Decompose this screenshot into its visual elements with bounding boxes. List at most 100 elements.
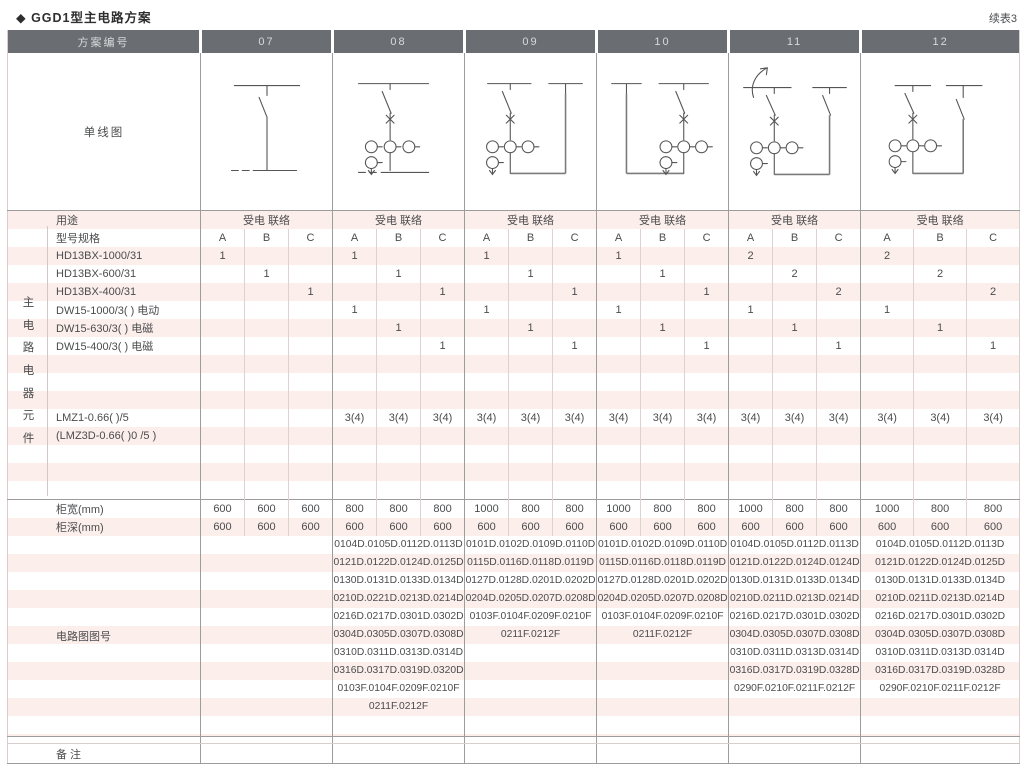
- drawing-number-line: 0104D.0105D.0112D.0113D: [730, 539, 859, 550]
- component-quantity: 1: [376, 265, 421, 283]
- component-quantity: [376, 355, 421, 373]
- drawing-number-line: 0127D.0128D.0201D.0202D: [465, 575, 596, 586]
- component-quantity: [332, 319, 377, 337]
- remarks-cell-10: [596, 743, 729, 764]
- dimension-value: 600: [640, 518, 685, 536]
- component-quantity: [287, 319, 333, 337]
- dimension-label: 柜深(mm): [56, 522, 104, 534]
- component-quantity: [860, 319, 914, 337]
- single-line-diagram-07: [230, 85, 301, 172]
- component-quantity: 1: [200, 247, 245, 265]
- component-quantity: [640, 301, 685, 319]
- component-quantity: 1: [508, 319, 553, 337]
- component-quantity: [913, 355, 967, 373]
- dimension-value: 800: [376, 499, 421, 518]
- scheme-number-10: 10: [595, 30, 729, 53]
- component-quantity: [552, 427, 597, 445]
- component-quantity: [420, 373, 465, 391]
- component-quantity: [420, 427, 465, 445]
- component-row: HD13BX-400/31 1 1 1 1 2 2: [7, 283, 1020, 301]
- dimension-value: 800: [420, 499, 465, 518]
- component-label: [8, 463, 201, 481]
- component-quantity: [464, 337, 509, 355]
- component-quantity: [420, 247, 465, 265]
- component-quantity: [596, 445, 641, 463]
- component-quantity: [332, 463, 377, 481]
- subcolumn-header: C: [287, 229, 333, 247]
- component-quantity: [966, 427, 1020, 445]
- component-quantity: [552, 319, 597, 337]
- component-quantity: 1: [244, 265, 289, 283]
- component-quantity: [508, 463, 553, 481]
- component-quantity: [816, 301, 861, 319]
- component-quantity: [860, 391, 914, 409]
- component-row: [7, 355, 1020, 373]
- component-quantity: [244, 373, 289, 391]
- component-quantity: [376, 445, 421, 463]
- dimension-value: 1000: [596, 499, 641, 518]
- drawing-number-line: 0316D.0317D.0319D.0328D: [729, 665, 860, 676]
- component-quantity: [244, 427, 289, 445]
- drawing-number-line: 0204D.0205D.0207D.0208D: [597, 593, 728, 604]
- drawing-numbers-scheme-09: 0101D.0102D.0109D.0110D 0115D.0116D.0118D…: [464, 536, 597, 737]
- component-label: [8, 391, 201, 409]
- component-quantity: [200, 319, 245, 337]
- component-quantity: 1: [420, 283, 465, 301]
- component-quantity: [287, 301, 333, 319]
- component-quantity: [816, 463, 861, 481]
- component-quantity: [640, 463, 685, 481]
- component-quantity: [684, 265, 729, 283]
- usage-label: 用途: [56, 215, 78, 227]
- component-quantity: [508, 373, 553, 391]
- component-quantity: [376, 463, 421, 481]
- component-quantity: [200, 481, 245, 500]
- component-quantity: 1: [332, 301, 377, 319]
- component-quantity: [332, 265, 377, 283]
- component-quantity: [508, 445, 553, 463]
- component-quantity: [860, 283, 914, 301]
- subcolumn-header: C: [966, 229, 1020, 247]
- component-quantity: [728, 445, 773, 463]
- component-quantity: 3(4): [552, 409, 597, 427]
- dimension-label: 柜宽(mm): [7, 499, 201, 518]
- component-quantity: [376, 373, 421, 391]
- component-quantity: 1: [287, 283, 333, 301]
- component-quantity: [420, 445, 465, 463]
- component-quantity: 1: [684, 283, 729, 301]
- usage-row: 用途 受电 联络 受电 联络 受电 联络 受电 联络 受电 联络 受电 联络: [7, 210, 1020, 229]
- dimension-value: 600: [860, 518, 914, 536]
- dimension-value: 600: [420, 518, 465, 536]
- subcolumn-header: A: [464, 229, 509, 247]
- component-label: (LMZ3D-0.66( )0 /5 ): [56, 430, 157, 442]
- subcolumn-header: B: [508, 229, 553, 247]
- component-quantity: [332, 427, 377, 445]
- usage-value-12: 受电 联络: [860, 210, 1020, 229]
- component-quantity: [552, 481, 597, 500]
- component-quantity: 1: [332, 247, 377, 265]
- dimension-value: 600: [244, 518, 289, 536]
- drawing-number-line: 0130D.0131D.0133D.0134D: [875, 575, 1006, 586]
- dimension-value: 800: [684, 499, 729, 518]
- usage-value-09: 受电 联络: [464, 210, 597, 229]
- dimension-row: 柜宽(mm) 600 600 600 800 800 800 1000 800 800 1000 80…: [7, 499, 1020, 518]
- scheme-number-08: 08: [331, 30, 465, 53]
- dimension-value: 600: [913, 518, 967, 536]
- component-quantity: [287, 445, 333, 463]
- component-quantity: 3(4): [860, 409, 914, 427]
- component-quantity: [728, 265, 773, 283]
- component-quantity: [287, 247, 333, 265]
- component-quantity: [552, 265, 597, 283]
- component-quantity: [684, 319, 729, 337]
- dimension-value: 800: [816, 499, 861, 518]
- component-quantity: [287, 409, 333, 427]
- dimension-value: 800: [772, 499, 817, 518]
- component-quantity: [860, 427, 914, 445]
- single-line-diagram-12: [888, 85, 983, 175]
- component-quantity: [913, 283, 967, 301]
- component-quantity: [376, 427, 421, 445]
- component-quantity: [332, 445, 377, 463]
- component-quantity: [287, 355, 333, 373]
- component-quantity: [860, 481, 914, 500]
- component-quantity: [200, 337, 245, 355]
- component-quantity: [200, 427, 245, 445]
